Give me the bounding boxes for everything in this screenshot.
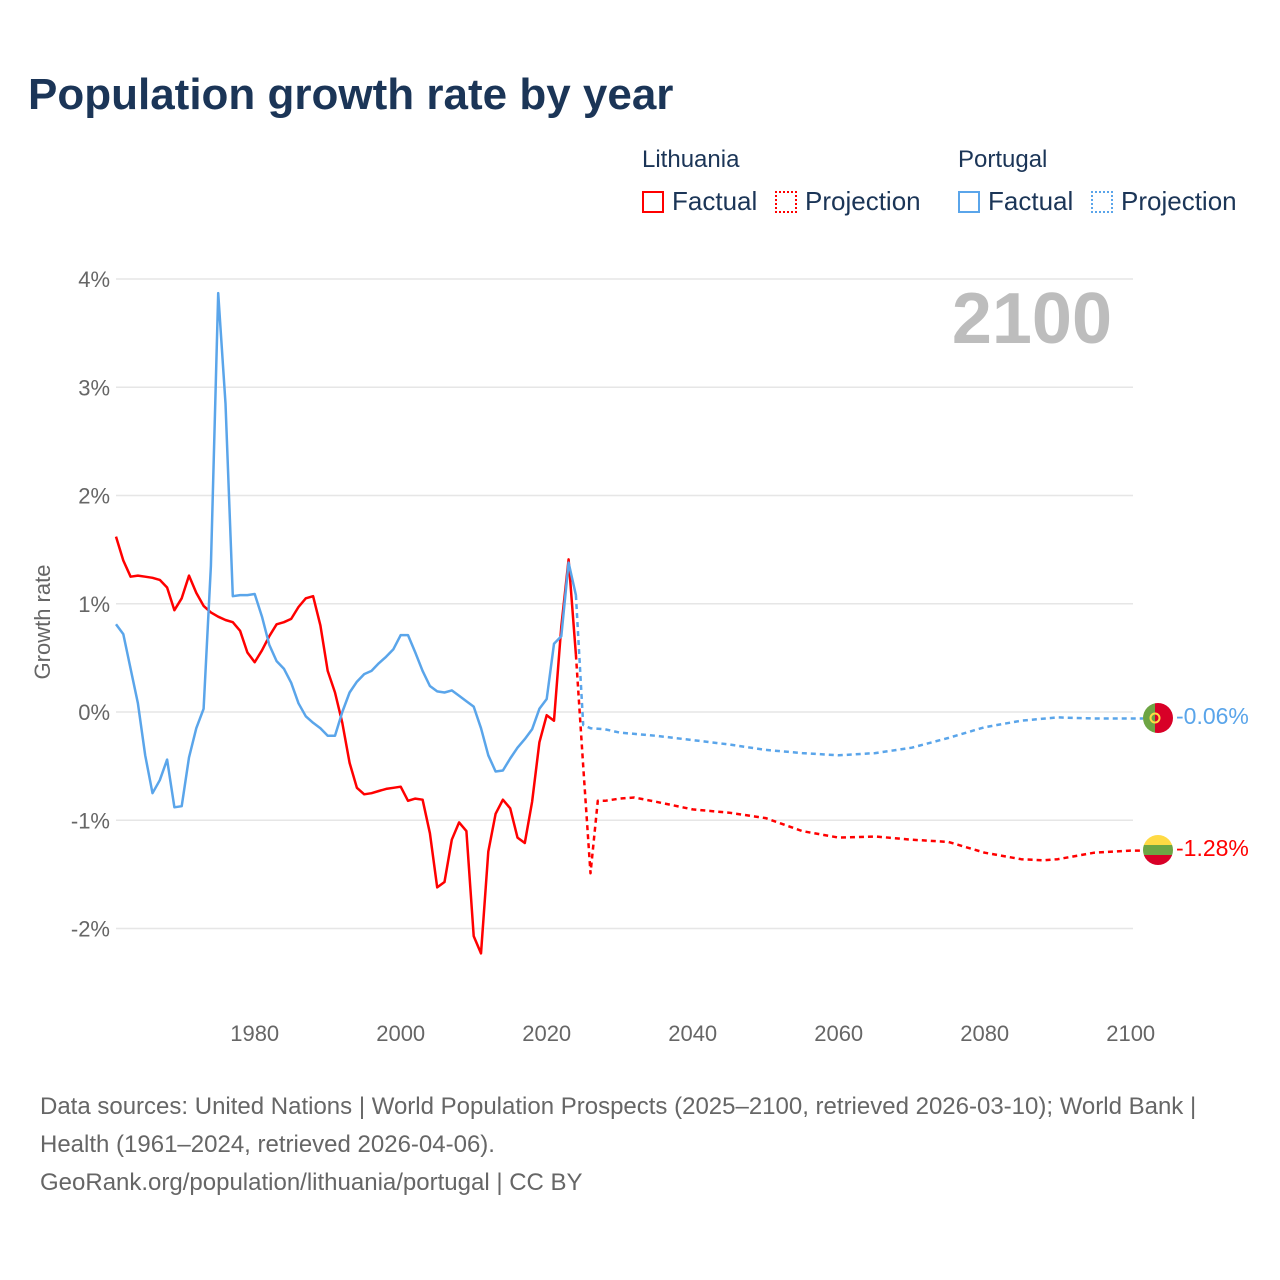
x-tick-label: 2020: [522, 1021, 571, 1046]
lithuania-projection-line: [574, 654, 1143, 875]
y-tick-label: -2%: [71, 917, 110, 942]
legend-portugal-factual[interactable]: Factual: [958, 186, 1073, 217]
dotted-swatch-icon: [1091, 190, 1113, 213]
portugal-projection-line: [574, 595, 1143, 757]
legend-label: Factual: [988, 186, 1074, 216]
year-indicator: 2100: [952, 279, 1112, 359]
x-tick-label: 2040: [668, 1021, 717, 1046]
x-tick-label: 2000: [376, 1021, 425, 1046]
x-tick-label: 2100: [1106, 1021, 1155, 1046]
legend-portugal-title: Portugal: [958, 146, 1048, 173]
legend-label: Projection: [805, 186, 921, 216]
y-tick-label: 2%: [78, 484, 110, 509]
portugal-factual-line: [114, 291, 578, 809]
lithuania-end-label: -1.28%: [1176, 835, 1249, 861]
legend-lithuania-factual[interactable]: Factual: [642, 186, 757, 217]
portugal-flag-icon: [1143, 703, 1173, 733]
solid-swatch-icon: [958, 190, 980, 213]
y-tick-label: 1%: [78, 592, 110, 617]
y-tick-label: 4%: [78, 267, 110, 292]
legend-label: Projection: [1121, 186, 1237, 216]
y-tick-label: 3%: [78, 375, 110, 400]
portugal-end-label: -0.06%: [1176, 703, 1249, 729]
x-tick-label: 1980: [230, 1021, 279, 1046]
legend-lithuania-title: Lithuania: [642, 146, 740, 173]
dotted-swatch-icon: [775, 190, 797, 213]
y-axis-label: Growth rate: [30, 565, 55, 680]
lithuania-flag-icon: [1143, 835, 1173, 865]
solid-swatch-icon: [642, 190, 664, 213]
source-link[interactable]: GeoRank.org/population/lithuania/portuga…: [40, 1169, 583, 1196]
legend-portugal-projection[interactable]: Projection: [1091, 186, 1237, 217]
legend-label: Factual: [672, 186, 758, 216]
legend-lithuania-projection[interactable]: Projection: [775, 186, 921, 217]
y-tick-label: -1%: [71, 808, 110, 833]
chart-title: Population growth rate by year: [28, 70, 674, 119]
footer: Data sources: United Nations | World Pop…: [40, 1088, 1240, 1202]
lithuania-factual-line: [114, 536, 578, 955]
y-tick-label: 0%: [78, 700, 110, 725]
x-tick-label: 2060: [814, 1021, 863, 1046]
x-tick-label: 2080: [960, 1021, 1009, 1046]
data-sources: Data sources: United Nations | World Pop…: [40, 1093, 1197, 1158]
